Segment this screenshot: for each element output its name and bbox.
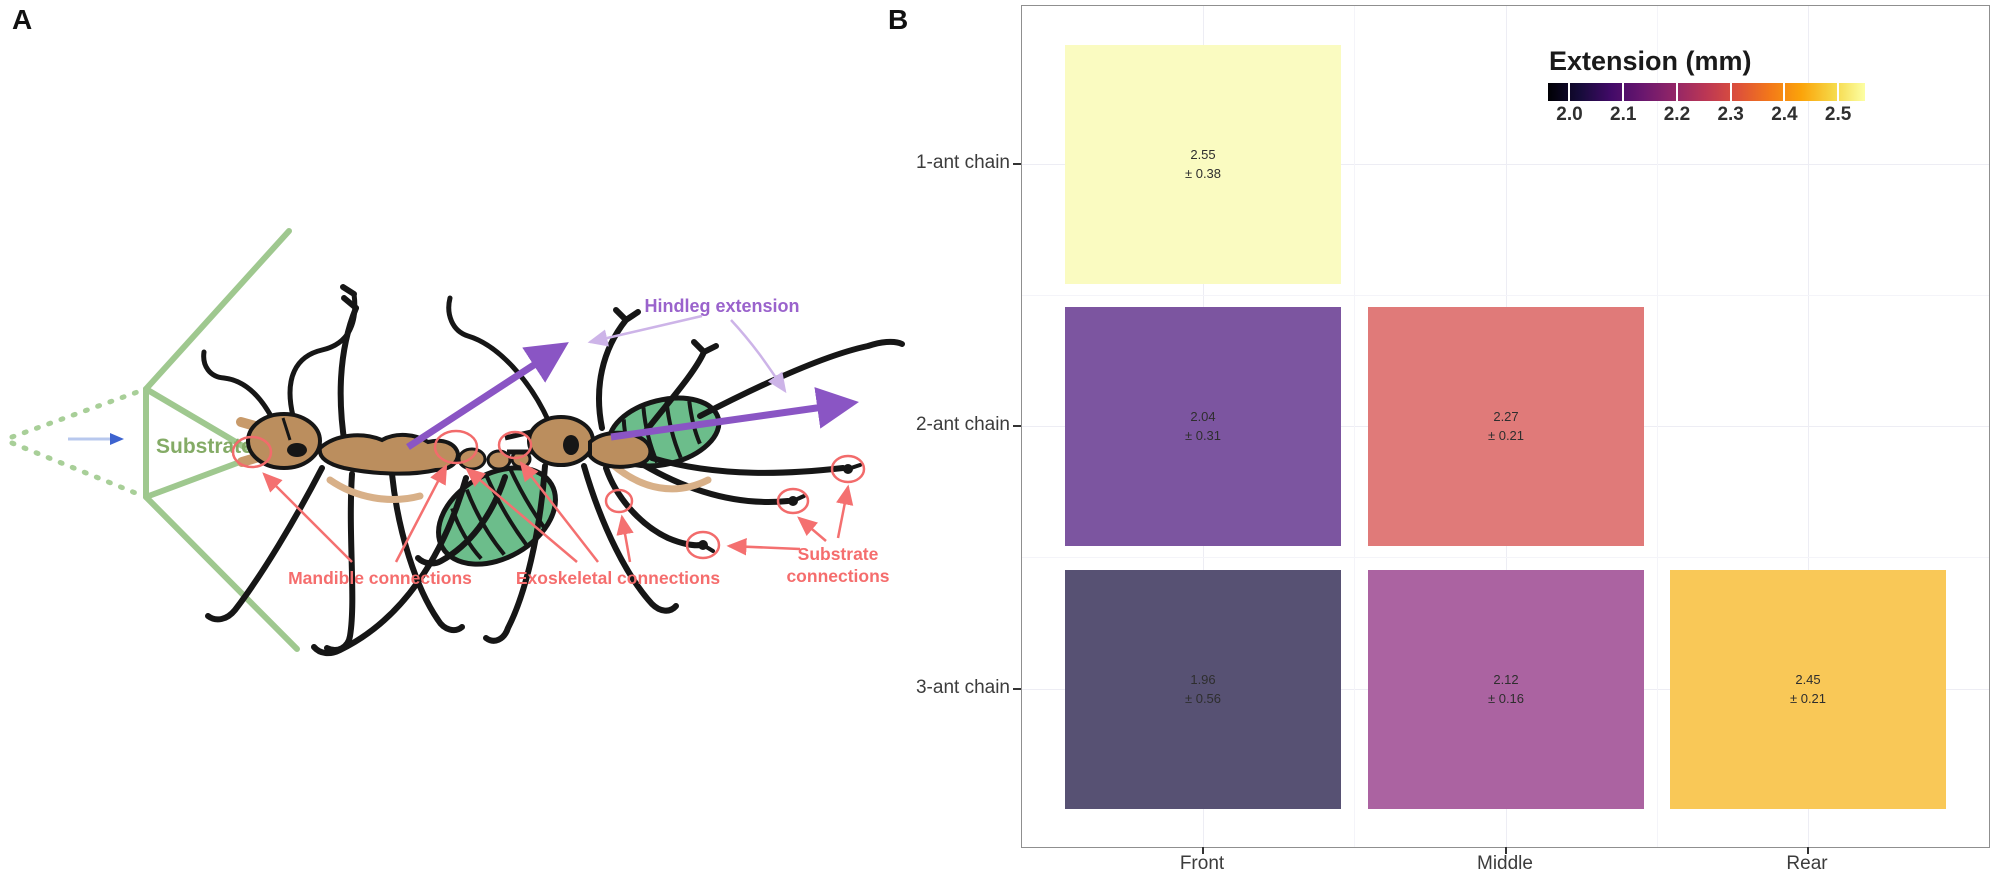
colorbar-tick: [1568, 83, 1571, 101]
x-axis-tick: [1202, 847, 1204, 854]
substrate-dotted-line: [9, 440, 146, 499]
heatmap-cell: 2.27 ± 0.21: [1368, 306, 1644, 546]
hindleg-extension-pointers: [587, 314, 787, 394]
ant1-body: [236, 412, 532, 476]
x-axis-label: Front: [1179, 853, 1225, 874]
y-axis-label: 1-ant chain: [915, 152, 1010, 173]
ant2-body: [504, 415, 653, 469]
ant1-thorax: [317, 433, 461, 476]
legend-title: Extension (mm): [1549, 46, 1752, 76]
cell-mean-value: 2.12: [1493, 672, 1519, 687]
heatmap-cell: 2.04 ± 0.31: [1065, 306, 1341, 546]
substrate-connection-circle: [830, 454, 866, 484]
cell-sd-value: ± 0.56: [1184, 691, 1222, 706]
substrate-edge-line: [143, 456, 251, 500]
y-axis-label: 2-ant chain: [915, 414, 1010, 435]
panel-a-label: A: [12, 4, 33, 35]
heatmap-cell: 1.96 ± 0.56: [1065, 569, 1341, 809]
gridline: [1354, 6, 1355, 847]
y-axis-tick: [1013, 163, 1021, 165]
cell-mean-value: 2.04: [1190, 409, 1216, 424]
substrate-connection-circle: [776, 487, 810, 515]
legend-tick-label: 2.2: [1663, 104, 1691, 125]
substrate-edge-line: [143, 386, 249, 451]
colorbar-tick: [1622, 83, 1625, 101]
substrate-connections-label-line2: connections: [786, 566, 889, 586]
cell-sd-value: ± 0.38: [1184, 166, 1222, 181]
ant-chain-illustration: Substrate: [9, 228, 905, 657]
cell-mean-value: 2.55: [1190, 147, 1216, 162]
substrate-connection-circle: [685, 530, 721, 560]
x-axis-label: Middle: [1477, 853, 1533, 874]
ant1-petiole: [486, 449, 512, 471]
connection-circles: [231, 429, 866, 560]
cell-sd-value: ± 0.31: [1184, 428, 1222, 443]
cell-sd-value: ± 0.21: [1487, 428, 1525, 443]
x-axis-tick: [1807, 847, 1809, 854]
legend-tick-label: 2.4: [1771, 104, 1798, 125]
exoskeletal-connection-circle: [497, 430, 533, 460]
heatmap-cell: 2.55 ± 0.38: [1065, 44, 1341, 284]
cell-mean-value: 2.27: [1493, 409, 1519, 424]
ant2-legs: [446, 295, 905, 644]
heatmap-cell: 2.12 ± 0.16: [1368, 569, 1644, 809]
annotation-arrows: [262, 461, 854, 563]
legend-tick-label: 2.0: [1556, 104, 1583, 125]
y-axis-tick: [1013, 688, 1021, 690]
hindleg-extension-label: Hindleg extension: [644, 296, 799, 316]
legend-tick-label: 2.3: [1717, 104, 1744, 125]
substrate-connections-label-line1: Substrate: [798, 544, 879, 564]
cell-mean-value: 1.96: [1190, 672, 1216, 687]
gridline: [1808, 6, 1809, 847]
exoskeletal-connection-circle: [433, 429, 479, 465]
colorbar-tick: [1675, 83, 1678, 101]
mandible-connection-circle: [231, 435, 273, 469]
panel-b-label: B: [888, 4, 909, 35]
ant2-head: [527, 415, 595, 467]
blue-arrowhead-icon: [110, 433, 124, 445]
gridline: [1022, 164, 1989, 165]
heatmap-plot-panel: 2.55 ± 0.38 2.04 ± 0.31 2.27 ± 0.21 1.96 ± 0.56…: [1021, 5, 1990, 848]
y-axis-label: 3-ant chain: [915, 677, 1010, 698]
legend-colorbar: [1548, 83, 1865, 101]
gridline: [1022, 557, 1989, 558]
gridline: [1657, 6, 1658, 847]
cell-sd-value: ± 0.21: [1789, 691, 1827, 706]
substrate-dotted-line: [9, 387, 146, 440]
cell-sd-value: ± 0.16: [1487, 691, 1525, 706]
exoskeletal-connections-label: Exoskeletal connections: [516, 568, 721, 588]
x-axis-label: Rear: [1786, 853, 1828, 874]
hindleg-extension-vectors: [406, 342, 859, 450]
colorbar-tick: [1783, 83, 1786, 101]
y-axis-tick: [1013, 425, 1021, 427]
substrate-edge-line: [143, 228, 292, 392]
pull-direction-arrow: [68, 433, 124, 445]
substrate-edge-line: [143, 494, 300, 652]
heatmap-cell: 2.45 ± 0.21: [1670, 569, 1946, 809]
cell-mean-value: 2.45: [1795, 672, 1821, 687]
x-axis-tick: [1505, 847, 1507, 854]
ant1-legs: [201, 284, 508, 657]
mandible-connections-label: Mandible connections: [288, 568, 472, 588]
legend-tick-label: 2.5: [1824, 104, 1852, 125]
exoskeletal-connection-circle: [604, 488, 634, 514]
colorbar-tick: [1837, 83, 1840, 101]
colorbar-tick: [1729, 83, 1732, 101]
gridline: [1022, 295, 1989, 296]
substrate-leaf-edge: [9, 228, 300, 652]
legend-tick-label: 2.1: [1610, 104, 1637, 125]
substrate-label: Substrate: [156, 435, 253, 458]
